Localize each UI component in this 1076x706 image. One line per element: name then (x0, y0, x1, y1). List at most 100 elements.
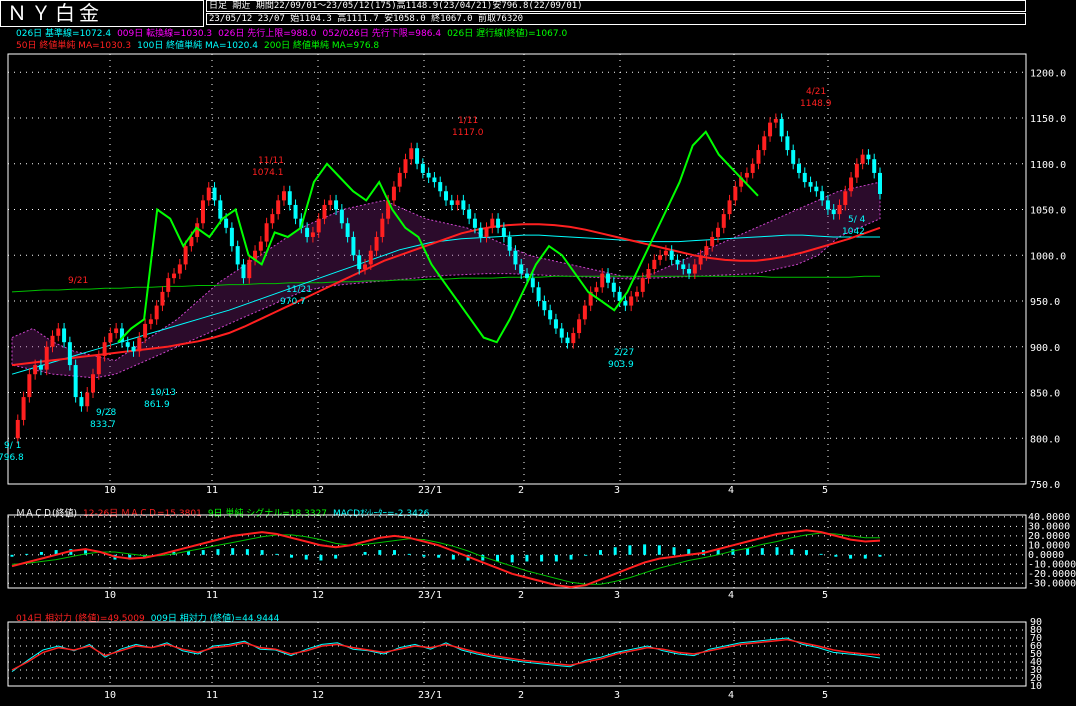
candle-body (669, 250, 674, 260)
extreme-date-label: 2/27 (614, 348, 634, 358)
candle-body (166, 278, 171, 292)
extreme-date-label: 9/ 1 (4, 441, 21, 451)
date-tick-label: 23/1 (418, 485, 442, 496)
date-tick-label: 4 (728, 485, 734, 496)
ichimoku-legend-item: 009日 転換線=1030.3 (117, 29, 213, 39)
candle-body (287, 191, 292, 205)
candle-body (831, 209, 836, 215)
date-tick-label: 23/1 (418, 690, 442, 701)
ma-legend-item: 50日 終値単純 MA=1030.3 (16, 41, 132, 51)
chikou-span-line (117, 130, 759, 344)
candle-body (200, 200, 205, 224)
candle-body (594, 287, 599, 292)
candle-body (675, 259, 680, 265)
candle-body (148, 319, 153, 324)
ma-legend-item: 100日 終値単純 MA=1020.4 (137, 41, 258, 51)
candle-body (73, 365, 78, 398)
ichimoku-legend-item: 026日 先行上限=988.0 (218, 29, 317, 39)
candle-body (212, 187, 217, 201)
ma50-line (11, 223, 881, 367)
candle-body (559, 328, 564, 338)
candle-body (467, 209, 472, 219)
candle-body (744, 172, 749, 178)
rsi-tick-label: 20 (1030, 673, 1042, 684)
candle-body (785, 136, 790, 151)
date-tick-label: 2 (518, 690, 524, 701)
extreme-value-label: 833.7 (90, 420, 116, 430)
extreme-value-label: 903.9 (608, 360, 634, 370)
candle-body (715, 227, 720, 237)
ma-legend-item: 200日 終値単純 MA=976.8 (264, 41, 380, 51)
candle-body (67, 342, 72, 366)
candle-body (519, 264, 524, 274)
macd-legend-item: ＭＡＣＤ(終値) (16, 509, 78, 519)
macd-tick-label: 30.0000 (1028, 521, 1070, 532)
candle-body (472, 218, 477, 228)
date-tick-label: 11 (206, 485, 218, 496)
candle-body (750, 163, 755, 173)
ma100-line (11, 234, 880, 375)
rsi-tick-label: 40 (1030, 657, 1042, 668)
extreme-value-label: 1042 (842, 227, 865, 237)
date-tick-label: 3 (614, 690, 620, 701)
candle-body (658, 255, 663, 260)
candle-body (224, 218, 229, 228)
candle-body (362, 264, 367, 269)
candle-body (189, 236, 194, 247)
extreme-date-label: 5/ 4 (848, 215, 866, 225)
candle-body (698, 255, 703, 265)
candle-body (241, 264, 246, 279)
date-tick-label: 12 (312, 690, 324, 701)
candle-body (779, 118, 784, 137)
candle-body (756, 150, 761, 164)
candle-body (62, 328, 67, 343)
rsi-tick-label: 10 (1030, 681, 1042, 692)
macd-legend-item: 9日 単純 シグナル=18.3327 (207, 509, 328, 519)
price-tick-label: 950.0 (1030, 297, 1060, 308)
candle-body (507, 236, 512, 251)
date-tick-label: 4 (728, 590, 734, 601)
candle-body (391, 186, 396, 201)
candle-body (339, 209, 344, 224)
candle-body (44, 346, 49, 370)
candle-body (692, 264, 697, 274)
candle-body (114, 328, 119, 334)
candle-body (814, 186, 819, 192)
candle-body (484, 227, 489, 237)
candle-body (490, 218, 495, 228)
macd-tick-label: -20.0000 (1028, 569, 1076, 580)
candle-body (444, 191, 448, 201)
date-tick-label: 10 (104, 690, 116, 701)
ichimoku-legend-item: 026日 基準線=1072.4 (16, 29, 112, 39)
candle-body (305, 227, 310, 237)
candle-body (681, 264, 686, 269)
price-tick-label: 850.0 (1030, 389, 1060, 400)
candle-body (293, 204, 298, 219)
candle-body (461, 200, 466, 210)
price-tick-label: 800.0 (1030, 434, 1060, 445)
candle-body (634, 291, 639, 297)
extreme-date-label: 11/21 (286, 285, 312, 295)
extreme-date-label: 1/11 (458, 116, 478, 126)
candle-body (872, 159, 877, 173)
extreme-date-label: 9/21 (68, 276, 88, 286)
price-tick-label: 1100.0 (1030, 160, 1066, 171)
candle-body (102, 342, 107, 356)
rsi-tick-label: 30 (1030, 665, 1042, 676)
candle-body (796, 163, 801, 173)
date-tick-label: 3 (614, 485, 620, 496)
candle-body (565, 337, 570, 344)
candle-body (270, 214, 275, 224)
candle-body (432, 177, 437, 183)
candle-body (553, 319, 558, 329)
candle-body (218, 200, 223, 219)
candle-body (588, 291, 593, 306)
candle-body (739, 177, 744, 187)
price-tick-label: 1200.0 (1030, 68, 1066, 79)
candle-body (409, 148, 414, 160)
price-panel-frame (7, 53, 1027, 485)
extreme-date-label: 10/13 (150, 388, 176, 398)
price-tick-label: 1050.0 (1030, 206, 1066, 217)
candle-body (374, 236, 379, 251)
